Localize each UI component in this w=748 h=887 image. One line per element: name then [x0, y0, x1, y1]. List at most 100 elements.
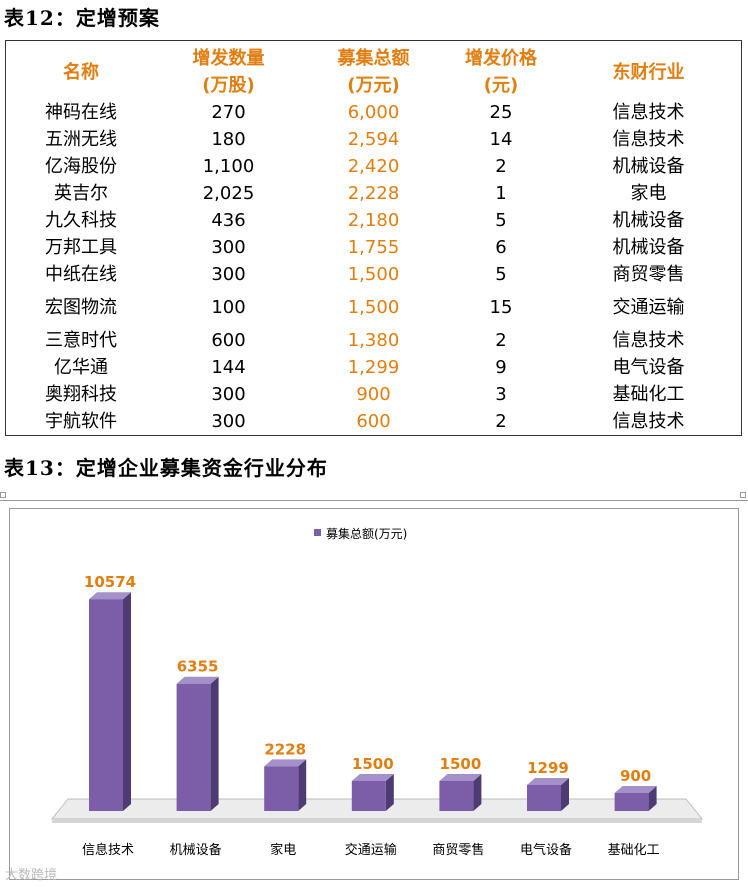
cell-name: 三意时代 — [45, 330, 117, 351]
cell-industry: 交通运输 — [612, 297, 685, 318]
cell-price: 3 — [495, 384, 507, 405]
bar-chart: 募集总额(万元) 10574 信息技术 6355 机械设备 2228 家电 1500 交通运输 1… — [50, 526, 704, 858]
cell-industry: 基础化工 — [612, 384, 685, 405]
cell-name: 神码在线 — [45, 102, 117, 123]
cell-price: 14 — [489, 129, 513, 150]
bar-side — [123, 592, 131, 811]
cell-amount: 1,500 — [347, 264, 400, 285]
cell-price: 5 — [495, 264, 507, 285]
bar-top — [264, 759, 307, 767]
header-amount-unit: (万元) — [347, 75, 400, 96]
cell-industry: 机械设备 — [612, 237, 685, 258]
category-label: 信息技术 — [82, 842, 134, 858]
cell-name: 宏图物流 — [45, 297, 117, 318]
table-row: 万邦工具 300 1,755 6 机械设备 — [6, 234, 741, 261]
cell-amount: 900 — [356, 384, 391, 405]
cell-name: 五洲无线 — [45, 129, 117, 150]
data-label: 6355 — [177, 658, 219, 676]
cell-shares: 300 — [211, 384, 246, 405]
cell-amount: 1,500 — [347, 297, 400, 318]
bar-top — [351, 773, 394, 781]
data-label: 900 — [620, 767, 651, 785]
cell-name: 奥翔科技 — [45, 384, 117, 405]
header-industry: 东财行业 — [556, 45, 741, 99]
chart-floor-edge — [52, 819, 702, 823]
data-label: 1299 — [527, 759, 569, 777]
bar-top — [176, 676, 219, 684]
cell-shares: 436 — [211, 210, 246, 231]
bar — [176, 683, 211, 811]
cell-name: 亿海股份 — [45, 156, 117, 177]
table13-title: 表13：定增企业募集资金行业分布 — [4, 456, 328, 480]
anchor-handle-left — [0, 492, 6, 498]
category-label: 机械设备 — [170, 842, 222, 858]
header-price-unit: (元) — [483, 75, 519, 96]
bar-side — [473, 773, 482, 811]
table-row: 亿海股份 1,100 2,420 2 机械设备 — [6, 153, 741, 180]
cell-amount: 600 — [356, 411, 391, 432]
table-row: 中纸在线 300 1,500 5 商贸零售 — [6, 261, 741, 288]
cell-name: 宇航软件 — [45, 411, 117, 432]
cell-name: 亿华通 — [54, 357, 108, 378]
header-shares: 增发数量 (万股) — [156, 45, 301, 99]
legend-label: 募集总额(万元) — [326, 526, 407, 541]
cell-price: 25 — [489, 102, 513, 123]
table-row: 亿华通 144 1,299 9 电气设备 — [6, 354, 741, 381]
cell-name: 万邦工具 — [45, 237, 117, 258]
cell-price: 15 — [489, 297, 513, 318]
cell-amount: 2,594 — [347, 129, 400, 150]
cell-shares: 1,100 — [202, 156, 255, 177]
table-row: 神码在线 270 6,000 25 信息技术 — [6, 99, 741, 126]
cell-industry: 机械设备 — [612, 156, 685, 177]
table-row: 三意时代 600 1,380 2 信息技术 — [6, 327, 741, 354]
table-row: 奥翔科技 300 900 3 基础化工 — [6, 381, 741, 408]
cell-price: 9 — [495, 357, 507, 378]
bar-side — [648, 785, 657, 811]
bar — [614, 792, 649, 811]
cell-amount: 1,380 — [347, 330, 400, 351]
legend-swatch — [314, 529, 321, 536]
cell-amount: 2,228 — [347, 183, 400, 204]
bar-side — [210, 676, 219, 811]
cell-shares: 270 — [211, 102, 246, 123]
cell-industry: 机械设备 — [612, 210, 685, 231]
cell-industry: 家电 — [630, 183, 667, 204]
header-amount: 募集总额 (万元) — [301, 45, 446, 99]
cell-industry: 信息技术 — [612, 102, 685, 123]
cell-shares: 144 — [211, 357, 246, 378]
table12-title: 表12：定增预案 — [4, 6, 160, 30]
data-label: 2228 — [264, 740, 306, 758]
cell-name: 中纸在线 — [45, 264, 117, 285]
bar-top — [614, 785, 657, 793]
header-name: 名称 — [6, 45, 156, 99]
cell-price: 1 — [495, 183, 507, 204]
bar — [351, 780, 386, 811]
table-row: 五洲无线 180 2,594 14 信息技术 — [6, 126, 741, 153]
cell-shares: 300 — [211, 264, 246, 285]
bar-top — [439, 773, 482, 781]
cell-amount: 2,180 — [347, 210, 400, 231]
cell-shares: 600 — [211, 330, 246, 351]
bar — [439, 780, 474, 811]
cell-price: 2 — [495, 156, 507, 177]
cell-shares: 300 — [211, 411, 246, 432]
table-row: 宇航软件 300 600 2 信息技术 — [6, 408, 741, 435]
cell-price: 2 — [495, 330, 507, 351]
bar — [89, 599, 123, 811]
cell-industry: 信息技术 — [612, 129, 685, 150]
table12: 名称 增发数量 (万股) 募集总额 (万元) 增发价格 (元) 东财行业 — [6, 45, 741, 435]
category-label: 商贸零售 — [432, 842, 484, 858]
header-price: 增发价格 (元) — [446, 45, 556, 99]
cell-name: 英吉尔 — [54, 183, 108, 204]
bar — [527, 784, 561, 811]
bar-top — [89, 592, 131, 600]
category-label: 交通运输 — [345, 842, 397, 858]
table-row: 英吉尔 2,025 2,228 1 家电 — [6, 180, 741, 207]
cell-amount: 6,000 — [347, 102, 400, 123]
chart-frame: 募集总额(万元) 10574 信息技术 6355 机械设备 2228 家电 1500 交通运输 1… — [9, 508, 739, 880]
bar-side — [298, 759, 307, 811]
cell-amount: 2,420 — [347, 156, 400, 177]
cell-industry: 商贸零售 — [612, 264, 685, 285]
header-shares-unit: (万股) — [202, 75, 255, 96]
table-header-row: 名称 增发数量 (万股) 募集总额 (万元) 增发价格 (元) 东财行业 — [6, 45, 741, 99]
